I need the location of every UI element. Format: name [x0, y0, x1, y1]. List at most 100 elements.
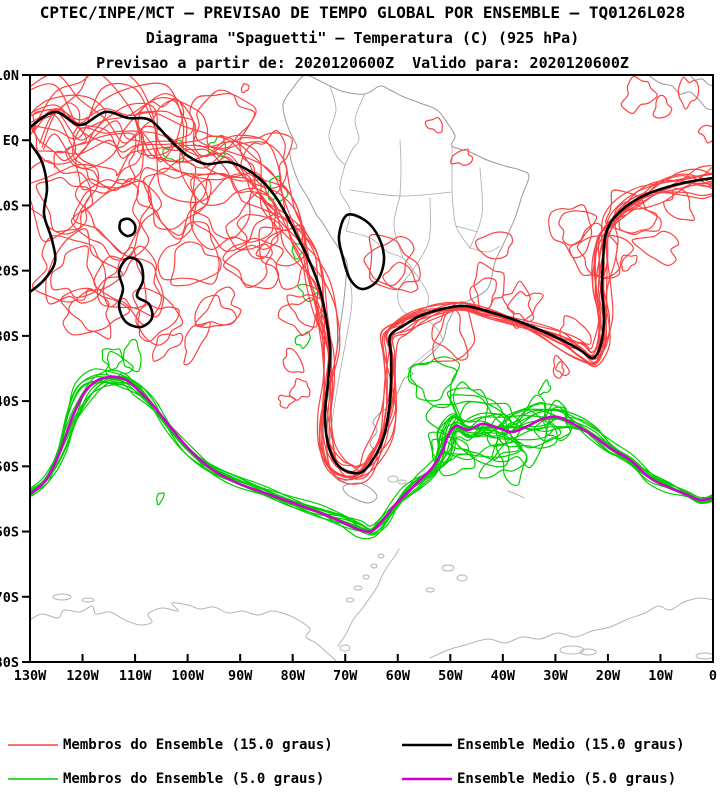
contour-loop-5c: [105, 350, 134, 379]
contour-loop-15c: [431, 306, 469, 361]
island: [52, 593, 72, 601]
island: [425, 587, 435, 593]
island: [370, 563, 378, 569]
lon-tick-label: 20W: [596, 668, 621, 684]
country-border: [412, 197, 431, 271]
lon-tick-label: 30W: [543, 668, 568, 684]
island: [345, 597, 355, 603]
island: [397, 479, 407, 485]
ensemble-mean-15c: [117, 256, 154, 329]
lat-tick-label: 10S: [0, 198, 19, 214]
contour-loop-5c: [297, 283, 319, 302]
legend-item-label: Ensemble Medio (15.0 graus): [457, 737, 685, 753]
lon-tick-label: 120W: [66, 668, 99, 684]
contour-loop-5c: [427, 431, 470, 463]
antarctica-coastline: [30, 602, 338, 662]
south-georgia-coastline: [507, 490, 525, 499]
island: [387, 475, 399, 483]
legend-item: Ensemble Medio (5.0 graus): [402, 769, 676, 789]
contour-loop-15c: [189, 156, 274, 250]
contour-loop-5c: [452, 381, 489, 437]
country-border: [328, 85, 346, 166]
island: [579, 648, 597, 656]
country-border: [349, 189, 453, 197]
contour-loop-15c: [50, 245, 97, 299]
contour-loop-15c: [137, 97, 185, 163]
contour-loop-15c: [501, 280, 535, 323]
contour-loop-15c: [72, 127, 145, 189]
ensemble-member-15c-layer: [30, 75, 713, 485]
ensemble-member-15c: [30, 108, 713, 473]
coastlines-layer: [30, 75, 713, 662]
legend-swatch-line: [8, 744, 58, 746]
country-border: [451, 191, 471, 249]
lon-tick-label: 100W: [171, 668, 204, 684]
contour-loop-15c: [72, 178, 141, 255]
contour-loop-15c: [157, 221, 220, 285]
contour-loop-5c: [533, 399, 572, 442]
lon-tick-label: 90W: [228, 668, 253, 684]
contour-loop-15c: [102, 246, 147, 309]
contour-loop-15c: [70, 180, 152, 261]
ensemble-mean-15c: [30, 110, 713, 475]
contour-loop-15c: [652, 94, 673, 119]
legend-item-label: Ensemble Medio (5.0 graus): [457, 771, 677, 787]
ensemble-member-15c: [30, 82, 713, 479]
africa-coastline: [689, 75, 713, 87]
contour-loop-5c: [156, 492, 165, 506]
legend-swatch-line: [402, 743, 452, 747]
lat-tick-label: EQ: [3, 133, 19, 149]
contour-loop-15c: [30, 163, 100, 235]
island: [441, 564, 455, 572]
contour-loop-15c: [506, 290, 544, 329]
contour-loop-15c: [258, 224, 310, 290]
contour-loop-15c: [147, 167, 212, 231]
contour-loop-5c: [446, 387, 503, 428]
lat-tick-label: 40S: [0, 394, 19, 410]
ensemble-mean-15c: [337, 213, 386, 291]
contour-loop-15c: [240, 129, 288, 196]
contour-loop-5c: [207, 134, 227, 158]
contour-loop-15c: [225, 192, 279, 251]
contour-loop-15c: [677, 76, 700, 110]
legend-item: Membros do Ensemble (15.0 graus): [8, 735, 333, 755]
contour-loop-5c: [538, 379, 552, 396]
lon-tick-label: 10W: [648, 668, 673, 684]
contour-loop-5c: [478, 437, 528, 479]
contour-loop-15c: [222, 237, 284, 290]
contour-loop-15c: [194, 286, 242, 329]
island: [339, 644, 351, 652]
contour-loop-15c: [368, 233, 421, 291]
contour-loop-15c: [382, 261, 419, 293]
contour-loop-15c: [424, 116, 443, 134]
contour-loop-15c: [170, 241, 222, 287]
contour-loop-15c: [96, 258, 165, 318]
ensemble-member-15c: [42, 93, 712, 468]
lat-tick-label: 60S: [0, 525, 19, 541]
contour-loop-15c: [192, 89, 256, 148]
contour-loop-15c: [45, 228, 107, 305]
contour-loop-15c: [30, 160, 92, 243]
contour-loop-15c: [93, 245, 163, 326]
contour-loop-15c: [663, 188, 695, 221]
contour-loop-15c: [548, 204, 593, 259]
country-border: [421, 314, 444, 342]
contour-loop-5c: [431, 438, 476, 477]
island: [456, 574, 468, 582]
contour-loop-15c: [569, 222, 621, 280]
africa-coastline: [647, 75, 713, 111]
contour-loop-15c: [450, 148, 474, 166]
contour-loop-15c: [152, 332, 184, 362]
legend-item: Ensemble Medio (15.0 graus): [402, 735, 685, 755]
ensemble-member-5c: [30, 368, 713, 527]
lat-tick-label: 30S: [0, 329, 19, 345]
legend-item: Membros do Ensemble (5.0 graus): [8, 769, 324, 789]
contour-loop-15c: [136, 161, 197, 236]
island: [695, 652, 713, 660]
lon-tick-label: 80W: [280, 668, 305, 684]
island: [362, 574, 370, 580]
contour-loop-5c: [101, 348, 124, 371]
contour-loop-15c: [614, 201, 658, 234]
island: [81, 597, 95, 603]
